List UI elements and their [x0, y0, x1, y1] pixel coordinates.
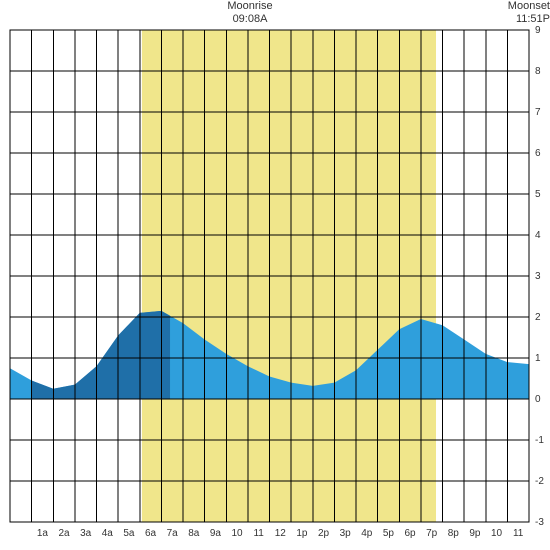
svg-text:7p: 7p — [426, 528, 438, 539]
svg-text:6a: 6a — [145, 528, 157, 539]
svg-text:-3: -3 — [535, 517, 544, 528]
moonrise-time: 09:08A — [210, 13, 290, 26]
chart-svg: -3-2-101234567891a2a3a4a5a6a7a8a9a101112… — [0, 0, 550, 550]
svg-text:4p: 4p — [361, 528, 373, 539]
svg-text:7a: 7a — [167, 528, 179, 539]
svg-text:3: 3 — [535, 271, 541, 282]
svg-text:11: 11 — [513, 528, 524, 539]
svg-text:1p: 1p — [296, 528, 308, 539]
svg-text:5: 5 — [535, 189, 541, 200]
svg-text:2: 2 — [535, 312, 541, 323]
svg-text:6: 6 — [535, 148, 541, 159]
svg-text:5p: 5p — [383, 528, 395, 539]
svg-text:12: 12 — [275, 528, 287, 539]
moonset-label: Moonset — [498, 0, 550, 13]
svg-text:1a: 1a — [37, 528, 49, 539]
svg-text:11: 11 — [253, 528, 264, 539]
svg-text:3a: 3a — [80, 528, 92, 539]
svg-text:-1: -1 — [535, 435, 544, 446]
moonrise-label: Moonrise — [210, 0, 290, 13]
svg-text:9: 9 — [535, 25, 541, 36]
svg-text:5a: 5a — [123, 528, 135, 539]
svg-text:-2: -2 — [535, 476, 544, 487]
svg-text:0: 0 — [535, 394, 541, 405]
moonrise-block: Moonrise 09:08A — [210, 0, 290, 26]
svg-text:8a: 8a — [188, 528, 200, 539]
svg-text:2a: 2a — [59, 528, 71, 539]
svg-text:2p: 2p — [318, 528, 330, 539]
tide-chart: Moonrise 09:08A Moonset 11:51P -3-2-1012… — [0, 0, 550, 550]
svg-text:9p: 9p — [469, 528, 481, 539]
svg-text:8p: 8p — [448, 528, 460, 539]
moonset-time: 11:51P — [498, 13, 550, 26]
svg-text:10: 10 — [491, 528, 503, 539]
svg-text:7: 7 — [535, 107, 541, 118]
svg-text:3p: 3p — [340, 528, 352, 539]
svg-text:4: 4 — [535, 230, 541, 241]
moonset-block: Moonset 11:51P — [498, 0, 550, 26]
svg-text:6p: 6p — [405, 528, 417, 539]
svg-text:4a: 4a — [102, 528, 114, 539]
svg-text:10: 10 — [232, 528, 244, 539]
svg-text:1: 1 — [535, 353, 541, 364]
svg-text:8: 8 — [535, 66, 541, 77]
svg-text:9a: 9a — [210, 528, 222, 539]
